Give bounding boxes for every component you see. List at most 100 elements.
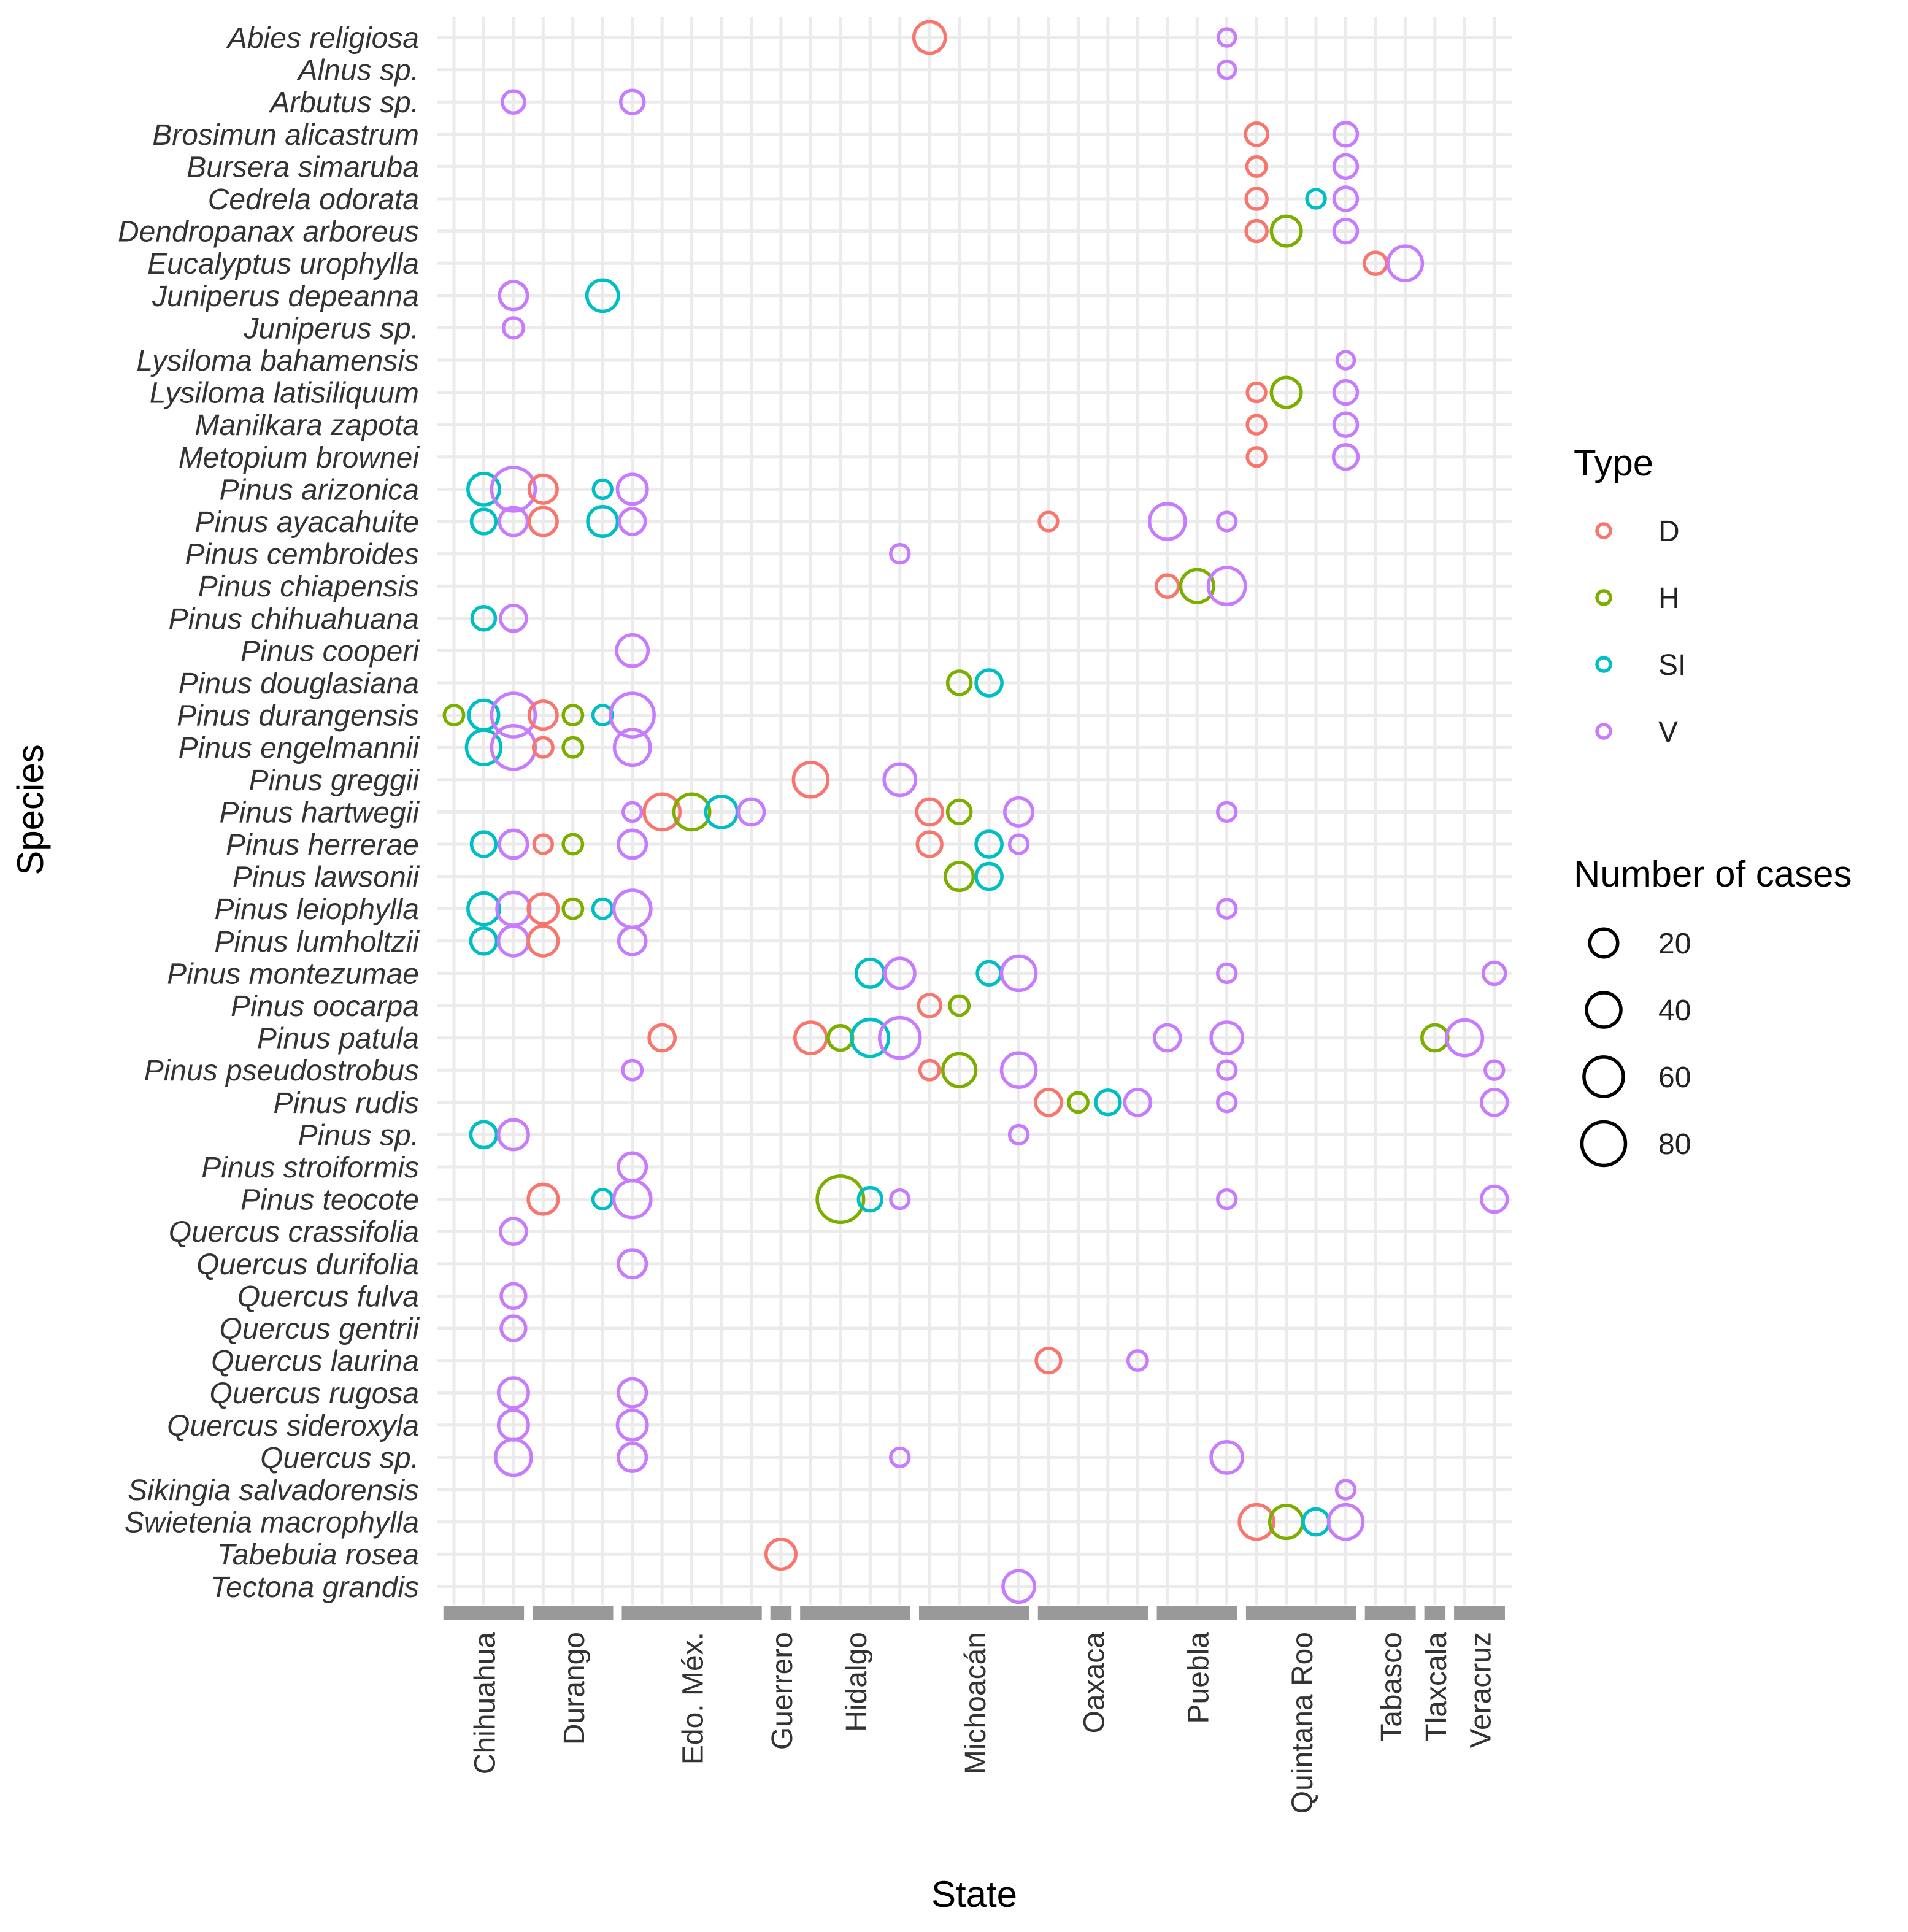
state-strips	[443, 1606, 1505, 1620]
data-point	[1245, 414, 1268, 436]
state-strip-tlaxcala	[1424, 1606, 1446, 1620]
data-point	[615, 1408, 649, 1442]
x-tick-label: Michoacán	[960, 1632, 992, 1774]
data-point	[974, 668, 1004, 698]
data-point	[1332, 121, 1360, 148]
data-point	[586, 505, 620, 538]
state-strip-durango	[533, 1606, 614, 1620]
data-point	[917, 993, 943, 1018]
x-tick-label: Tlaxcala	[1420, 1632, 1453, 1742]
data-point	[470, 605, 498, 632]
state-strip-puebla	[1156, 1606, 1237, 1620]
data-point	[561, 833, 585, 856]
state-strip-chihuahua	[443, 1606, 525, 1620]
data-point	[793, 1020, 828, 1055]
data-point	[591, 478, 614, 501]
data-point	[974, 861, 1004, 891]
y-tick-label: Pinus stroiformis	[201, 1152, 419, 1184]
data-point	[501, 89, 526, 115]
data-point	[944, 861, 975, 893]
legend-label-size: 40	[1658, 995, 1691, 1027]
legend-key-size	[1588, 927, 1620, 959]
y-tick-label: Pinus engelmannii	[179, 732, 420, 764]
data-points	[442, 20, 1509, 1604]
data-point	[1479, 1184, 1509, 1214]
state-strip-michoac-n	[918, 1606, 1029, 1620]
data-point	[948, 994, 971, 1017]
data-point	[494, 1437, 533, 1477]
data-point	[526, 1182, 560, 1216]
data-point	[1479, 1088, 1509, 1117]
data-point	[1153, 1023, 1182, 1053]
state-strip-veracruz	[1454, 1606, 1505, 1620]
x-axis-tick-labels: Chihuahua Durango Edo. Méx. Guerrero Hidalgo…	[469, 1632, 1497, 1814]
data-point	[469, 507, 498, 536]
data-point	[941, 1052, 978, 1088]
y-tick-label: Brosimun alicastrum	[152, 119, 419, 152]
y-axis-title: Species	[10, 744, 51, 875]
data-point	[945, 669, 973, 696]
y-tick-label: Pinus chiapensis	[198, 571, 419, 603]
y-tick-label: Pinus chihuahuana	[169, 603, 419, 636]
data-point	[1034, 1088, 1063, 1117]
data-point	[1332, 153, 1360, 180]
y-tick-label: Dendropanax arboreus	[118, 216, 419, 248]
data-point	[1216, 801, 1238, 823]
data-point	[1481, 960, 1507, 987]
data-point	[915, 830, 944, 858]
data-point	[1216, 1188, 1238, 1210]
y-tick-label: Quercus sp.	[260, 1442, 419, 1474]
data-point	[490, 466, 537, 513]
x-tick-label: Chihuahua	[469, 1632, 501, 1775]
data-point	[1386, 244, 1425, 282]
data-point	[527, 473, 559, 505]
data-point	[466, 891, 501, 926]
data-point	[889, 1188, 911, 1210]
data-point	[889, 1446, 911, 1469]
data-point	[1209, 1020, 1245, 1055]
data-point	[561, 704, 585, 727]
data-point	[1483, 1059, 1506, 1081]
data-point	[612, 1179, 653, 1220]
data-point	[1007, 833, 1030, 855]
data-point	[1094, 1088, 1122, 1117]
x-tick-label: Veracruz	[1465, 1632, 1498, 1748]
legend-label-size: 60	[1658, 1061, 1691, 1094]
y-tick-label: Quercus rugosa	[209, 1377, 419, 1410]
data-point	[469, 1120, 499, 1150]
data-point	[999, 1051, 1038, 1089]
data-point	[1244, 121, 1269, 147]
data-point	[526, 892, 560, 926]
data-point	[1332, 185, 1360, 212]
data-point	[490, 691, 537, 739]
legend-label-type: SI	[1658, 649, 1686, 682]
data-point	[1126, 1349, 1149, 1372]
y-tick-label: Pinus lawsonii	[233, 861, 420, 894]
data-point	[498, 506, 529, 537]
y-tick-label: Juniperus depeanna	[152, 280, 419, 313]
y-tick-label: Pinus douglasiana	[179, 668, 419, 700]
data-point	[1244, 218, 1269, 244]
data-point	[1269, 375, 1303, 409]
data-point	[1334, 1479, 1357, 1501]
data-point	[1001, 1569, 1036, 1604]
y-tick-label: Pinus ayacahuite	[194, 506, 419, 539]
y-tick-label: Lysiloma latisiliquum	[150, 377, 419, 410]
data-point	[1154, 573, 1180, 599]
data-point	[615, 472, 649, 506]
y-tick-label: Lysiloma bahamensis	[136, 345, 419, 377]
data-point	[526, 924, 560, 958]
data-point	[1332, 411, 1360, 438]
type-legend-title: Type	[1574, 442, 1653, 483]
grid-lines	[437, 17, 1512, 1605]
data-point	[1332, 379, 1360, 406]
data-point	[499, 604, 528, 633]
data-point	[915, 797, 944, 827]
data-point	[736, 797, 766, 827]
legend-label-size: 80	[1658, 1128, 1691, 1161]
y-tick-label: Pinus cooperi	[240, 635, 420, 668]
y-tick-label: Pinus leiophylla	[214, 893, 419, 926]
data-point	[1244, 187, 1269, 211]
